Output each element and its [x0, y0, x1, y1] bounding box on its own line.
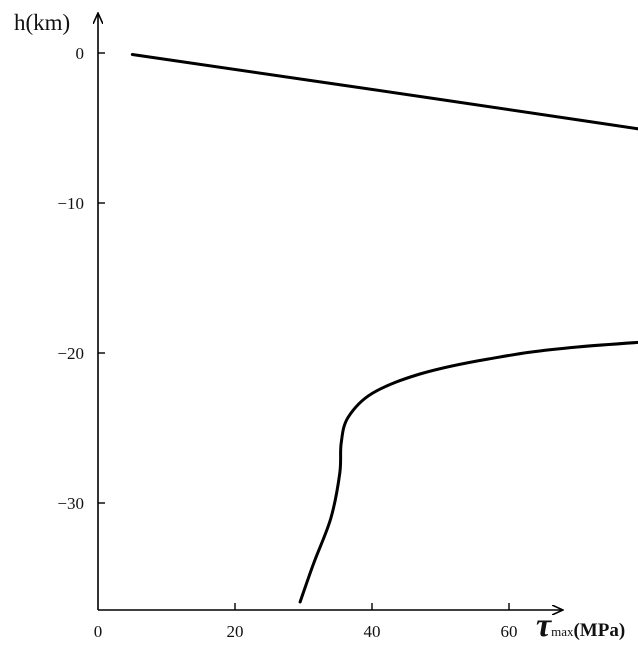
y-tick-group: 0 −10 −20 −30	[57, 44, 105, 513]
x-tick-label: 20	[227, 622, 244, 641]
x-tick-label: 60	[501, 622, 518, 641]
x-tick-label: 40	[364, 622, 381, 641]
y-tick-label: 0	[76, 44, 85, 63]
stress-depth-curve	[130, 53, 638, 604]
y-tick-label: −10	[57, 194, 84, 213]
x-axis-title-symbol: τ	[536, 607, 552, 644]
x-axis-title-unit: (MPa)	[573, 620, 625, 641]
y-tick-label: −30	[57, 494, 84, 513]
x-tick-label: 0	[94, 622, 103, 641]
y-tick-label: −20	[57, 344, 84, 363]
x-tick-group: 020406080100120140160180	[94, 603, 638, 641]
y-axis-title: h(km)	[14, 10, 70, 35]
x-axis-title: τmax(MPa)	[536, 607, 625, 644]
x-axis-title-subscript: max	[551, 624, 574, 639]
